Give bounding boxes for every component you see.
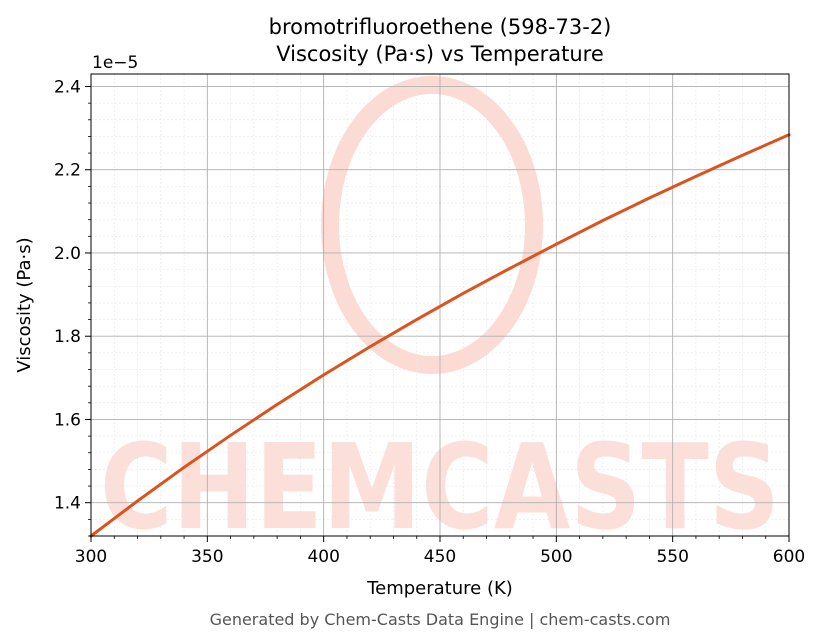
y-tick-label: 2.0 bbox=[54, 244, 81, 264]
x-tick-label: 500 bbox=[540, 547, 572, 567]
chart-title-line1: bromotrifluoroethene (598-73-2) bbox=[269, 15, 612, 39]
x-tick-label: 550 bbox=[656, 547, 688, 567]
y-tick-label: 2.4 bbox=[54, 77, 81, 97]
y-tick-label: 1.6 bbox=[54, 410, 81, 430]
y-tick-label: 2.2 bbox=[54, 161, 81, 181]
watermark-ring bbox=[321, 76, 543, 374]
x-tick-label: 450 bbox=[424, 547, 456, 567]
x-tick-label: 600 bbox=[773, 547, 805, 567]
x-axis-label: Temperature (K) bbox=[366, 578, 513, 599]
x-tick-label: 350 bbox=[191, 547, 223, 567]
x-tick-label: 400 bbox=[307, 547, 339, 567]
y-tick-label: 1.4 bbox=[54, 494, 81, 514]
x-tick-label: 300 bbox=[75, 547, 107, 567]
y-offset-label: 1e−5 bbox=[92, 53, 138, 73]
y-tick-label: 1.8 bbox=[54, 327, 81, 347]
viscosity-line bbox=[89, 133, 791, 538]
chart-title-line2: Viscosity (Pa·s) vs Temperature bbox=[276, 42, 604, 66]
x-axis-ticks: 300 350 400 450 500 550 600 bbox=[75, 536, 805, 567]
footer-credit: Generated by Chem-Casts Data Engine | ch… bbox=[210, 610, 671, 629]
y-axis-label: Viscosity (Pa·s) bbox=[14, 237, 35, 372]
y-axis-ticks: 1.4 1.6 1.8 2.0 2.2 2.4 bbox=[54, 77, 91, 537]
